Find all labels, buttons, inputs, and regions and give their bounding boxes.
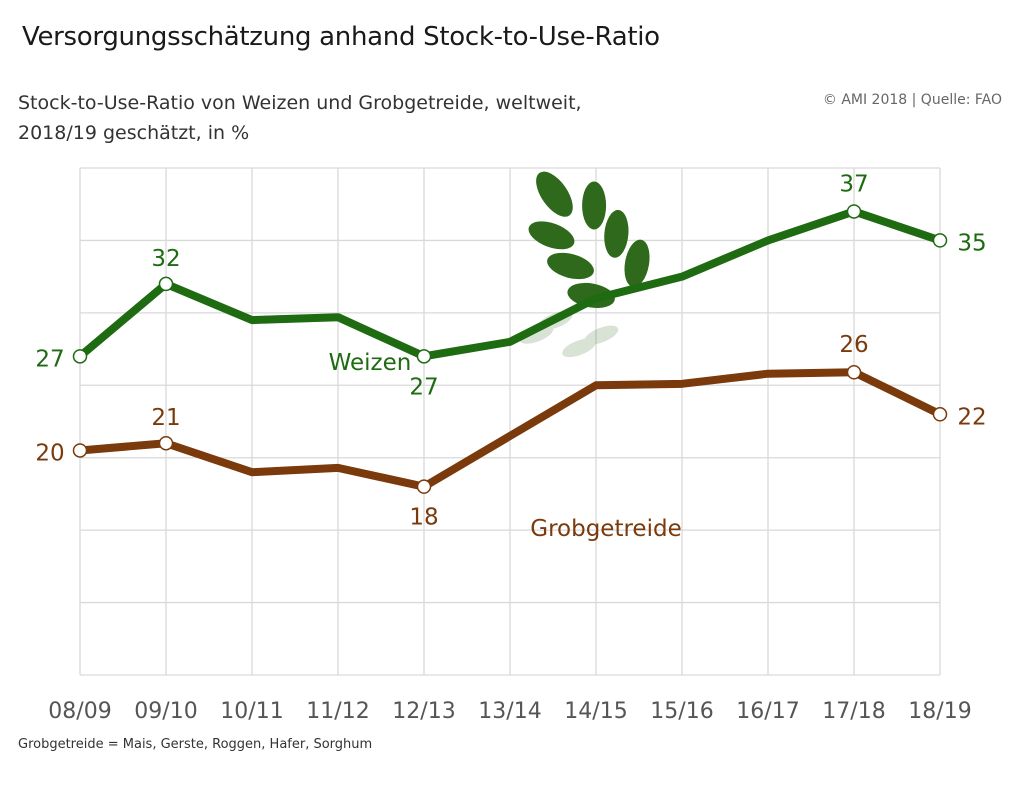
data-label: 27 [409, 374, 438, 400]
series-line [76, 207, 944, 361]
data-point-marker [416, 349, 432, 364]
series-label-weizen: Weizen [329, 350, 412, 376]
x-tick-label: 16/17 [736, 699, 799, 724]
x-tick-label: 18/19 [908, 699, 971, 724]
subtitle-line-2: 2018/19 geschätzt, in % [18, 122, 250, 144]
x-tick-label: 08/09 [48, 699, 111, 724]
data-label: 26 [839, 332, 868, 358]
data-label: 20 [35, 440, 64, 466]
series-grobgetreide: 20 21 18 26 22 [35, 332, 986, 530]
data-point-marker [72, 443, 88, 458]
wheat-leaf [536, 171, 573, 217]
data-point-marker [158, 435, 174, 451]
x-tick-label: 13/14 [478, 699, 541, 724]
data-label: 18 [409, 505, 438, 531]
series-lines: 27 32 27 37 35 20 21 18 26 22 [35, 171, 986, 530]
wheat-ear-icon [519, 171, 650, 358]
chart-subtitle: Stock-to-Use-Ratio von Weizen und Grobge… [18, 88, 582, 148]
source-note: © AMI 2018 | Quelle: FAO [822, 92, 1002, 108]
data-label: 35 [957, 230, 986, 256]
x-tick-label: 10/11 [220, 699, 283, 724]
data-point-marker [158, 276, 174, 292]
chart-title: Versorgungsschätzung anhand Stock-to-Use… [22, 22, 660, 52]
x-tick-label: 17/18 [822, 699, 885, 724]
data-point-marker [416, 479, 432, 494]
series-weizen: 27 32 27 37 35 [35, 171, 986, 400]
x-tick-label: 09/10 [134, 699, 197, 724]
series-label-grobgetreide: Grobgetreide [530, 516, 681, 542]
footnote: Grobgetreide = Mais, Gerste, Roggen, Haf… [18, 737, 373, 752]
wheat-leaf [624, 239, 650, 288]
wheat-leaf [567, 282, 615, 308]
data-label: 22 [957, 404, 986, 430]
series-line [76, 368, 944, 491]
wheat-leaf [582, 181, 607, 230]
x-axis-ticks: 08/09 09/10 10/11 11/12 12/13 13/14 14/15 15/16… [48, 699, 971, 724]
x-tick-label: 14/15 [564, 699, 627, 724]
wheat-leaf [604, 209, 629, 258]
x-tick-label: 12/13 [392, 699, 455, 724]
wheat-leaf [547, 252, 594, 280]
subtitle-line-1: Stock-to-Use-Ratio von Weizen und Grobge… [18, 92, 582, 114]
data-point-marker [932, 233, 948, 248]
wheat-leaf [528, 221, 575, 250]
grid [79, 167, 941, 676]
data-label: 32 [151, 246, 180, 272]
data-label: 27 [35, 346, 64, 372]
data-label: 37 [839, 171, 868, 197]
data-label: 21 [151, 405, 180, 431]
x-tick-label: 15/16 [650, 699, 713, 724]
data-point-marker [846, 204, 862, 219]
data-point-marker [72, 349, 88, 364]
x-tick-label: 11/12 [306, 699, 369, 724]
data-point-marker [846, 364, 862, 380]
data-point-marker [932, 407, 948, 422]
